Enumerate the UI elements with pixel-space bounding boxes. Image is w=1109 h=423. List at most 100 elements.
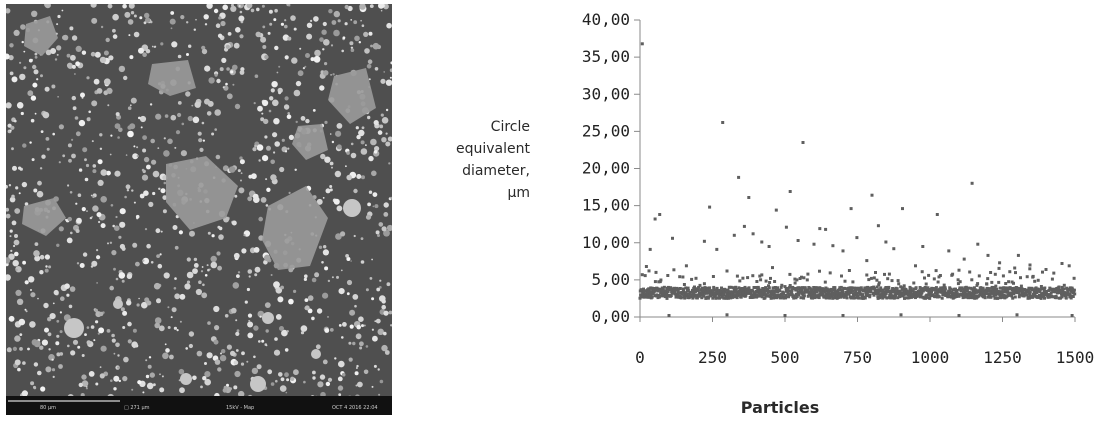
data-point (693, 285, 696, 289)
data-point (701, 292, 705, 296)
particle-dot (145, 49, 151, 54)
particle-dot (31, 10, 38, 17)
particle-dot (243, 234, 246, 237)
particle-dot (21, 390, 28, 397)
particle-dot (195, 18, 197, 21)
data-point (943, 287, 947, 291)
data-point (805, 278, 809, 282)
data-point (983, 296, 987, 300)
data-point (911, 289, 915, 293)
particle-dot (8, 184, 12, 187)
particle-dot (79, 263, 85, 268)
particle-dot (120, 307, 125, 312)
data-point (1036, 278, 1040, 282)
data-point (742, 291, 746, 294)
particle-dot (271, 81, 278, 88)
particle-dot (349, 309, 356, 316)
data-point (984, 288, 988, 292)
particle-dot (338, 324, 342, 327)
data-point (1012, 288, 1016, 292)
data-point (854, 286, 858, 290)
data-point (970, 287, 974, 291)
data-point (1053, 290, 1057, 294)
particle-dot (117, 354, 120, 357)
particle-dot (350, 142, 354, 146)
particle-dot (357, 337, 360, 339)
particle-dot (78, 382, 84, 388)
data-point (932, 277, 936, 281)
particle-dot (371, 170, 377, 177)
particle-dot (273, 281, 280, 288)
particle-dot (180, 150, 187, 157)
date-label: OCT 4 2016 22:04 (332, 405, 378, 411)
particle-dot (284, 24, 288, 29)
particle-dot (365, 214, 372, 220)
particle-dot (86, 326, 90, 329)
particle-dot (355, 367, 358, 369)
data-point (660, 294, 664, 298)
data-point (902, 292, 906, 296)
data-point (997, 266, 1001, 270)
particle-dot (139, 193, 145, 199)
particle-dot (303, 277, 307, 281)
data-point (702, 282, 706, 286)
particle-dot (230, 70, 234, 74)
particle-dot (34, 52, 38, 56)
particle-dot (302, 67, 305, 70)
data-point (751, 274, 755, 278)
data-point (1007, 280, 1011, 284)
data-point (832, 293, 836, 296)
particle-dot (371, 385, 374, 388)
data-point (865, 294, 869, 298)
particle-dot (221, 349, 226, 354)
particle-dot (236, 274, 240, 278)
data-point (906, 290, 910, 294)
data-point (780, 294, 784, 298)
data-point (680, 292, 684, 296)
y-tick-label: 30,00 (582, 84, 630, 103)
particle-dot (360, 148, 368, 155)
particle-dot (330, 74, 332, 76)
particle-dot (114, 170, 121, 177)
particle-dot (66, 53, 71, 58)
data-point (788, 285, 792, 289)
particle-dot (381, 137, 387, 143)
data-point (919, 287, 923, 291)
particle-dot (178, 230, 183, 235)
particle-dot (16, 298, 24, 305)
particle-dot (286, 378, 290, 382)
particle-dot (341, 372, 346, 377)
particle-dot (146, 164, 151, 170)
data-point (912, 281, 916, 285)
particle-dot (327, 279, 331, 283)
data-point (989, 271, 993, 274)
particle-dot (10, 249, 13, 252)
particle-dot (112, 28, 116, 33)
particle-dot (315, 344, 321, 350)
data-point (817, 296, 821, 300)
particle-dot (140, 126, 143, 129)
data-point (756, 294, 760, 298)
particle-dot (240, 4, 244, 6)
data-point (747, 286, 751, 290)
particle-dot (303, 380, 306, 384)
data-point (843, 287, 847, 291)
particle-dot (34, 55, 38, 59)
particle-dot (372, 192, 378, 198)
data-point (917, 291, 921, 295)
data-point (702, 239, 706, 243)
data-point (824, 296, 828, 300)
data-point (1009, 287, 1013, 291)
data-point (1043, 296, 1046, 300)
particle-dot (211, 234, 215, 238)
particle-dot (100, 345, 107, 352)
particle-dot (91, 260, 98, 267)
particle-dot (361, 126, 365, 130)
particle-dot (293, 27, 297, 31)
particle-dot (235, 349, 239, 352)
particle-dot (155, 113, 162, 120)
particle-dot (290, 15, 296, 21)
particle-dot (200, 385, 203, 389)
particle-dot (90, 325, 95, 329)
particle-dot (365, 144, 367, 147)
